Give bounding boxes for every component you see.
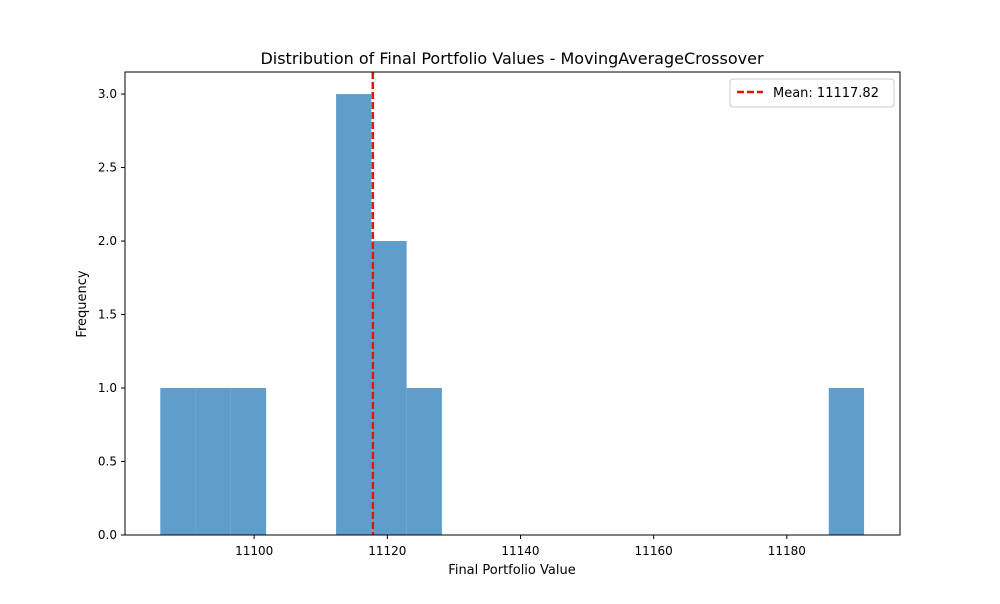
x-axis-label: Final Portfolio Value [448,563,575,578]
legend: Mean: 11117.82 [729,78,895,108]
legend-mean-label: Mean: 11117.82 [773,86,879,101]
y-tick-label: 2.5 [98,161,117,175]
x-tick-label: 11120 [368,544,406,558]
legend-box [729,78,895,108]
histogram-bar [160,388,196,535]
histogram-bar [195,388,231,535]
y-tick-label: 2.0 [98,234,117,248]
y-axis-label: Frequency [75,270,90,337]
x-tick-label: 11140 [501,544,539,558]
histogram-bar [336,94,372,536]
y-tick-label: 0.0 [98,528,117,542]
histogram-bar [828,388,865,535]
x-tick-label: 11180 [768,544,806,558]
y-tick-label: 0.5 [98,455,117,469]
histogram-bars [160,94,865,536]
x-tick-label: 11100 [235,544,273,558]
x-tick-label: 11160 [635,544,673,558]
chart-title: Distribution of Final Portfolio Values -… [260,49,763,68]
histogram-bar [230,388,267,535]
x-axis-ticks: 11100 11120 11140 11160 11180 [235,535,806,558]
y-tick-label: 1.5 [98,308,117,322]
y-tick-label: 3.0 [98,87,117,101]
histogram-bar [406,388,442,535]
y-axis-ticks: 0.0 0.5 1.0 1.5 2.0 2.5 3.0 [98,87,125,542]
plot-area-frame [124,71,901,536]
y-tick-label: 1.0 [98,381,117,395]
histogram-bar [371,241,407,536]
